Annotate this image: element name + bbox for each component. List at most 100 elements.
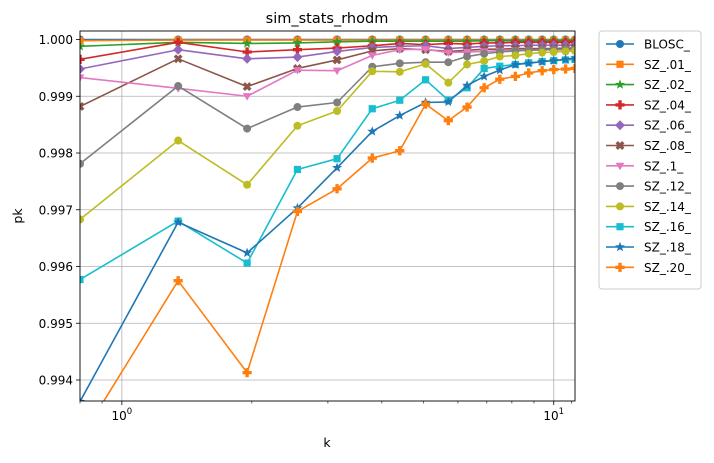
data-point xyxy=(332,162,343,172)
data-point xyxy=(421,46,430,54)
legend-item: SZ_.16_ xyxy=(606,220,692,234)
data-point xyxy=(420,99,431,109)
data-point xyxy=(443,38,453,49)
data-point xyxy=(479,71,490,81)
data-point xyxy=(174,82,183,91)
data-point xyxy=(615,241,625,252)
legend-item: SZ_.01_ xyxy=(606,58,692,72)
data-point xyxy=(570,63,575,74)
data-point xyxy=(80,396,85,401)
legend-item: SZ_.14_ xyxy=(606,200,692,214)
data-point xyxy=(292,206,303,217)
data-point xyxy=(292,45,303,55)
data-point xyxy=(549,47,558,56)
data-point xyxy=(292,37,303,48)
data-point xyxy=(293,165,302,174)
legend-label: SZ_.1_ xyxy=(644,159,684,173)
plot-frame xyxy=(79,30,576,402)
data-point xyxy=(293,67,302,75)
plot-area xyxy=(80,31,575,401)
data-point xyxy=(395,67,404,76)
data-point xyxy=(173,44,184,55)
data-point xyxy=(616,202,624,211)
legend-label: SZ_.18_ xyxy=(644,241,692,255)
data-point xyxy=(495,74,505,84)
series-layer xyxy=(80,35,575,401)
data-point xyxy=(395,59,404,68)
legend-item: BLOSC_ xyxy=(606,38,691,52)
data-point xyxy=(80,41,85,51)
y-tick-label: 0.994 xyxy=(39,374,73,388)
data-point xyxy=(332,67,342,76)
data-point xyxy=(494,64,505,75)
data-point xyxy=(242,247,253,258)
data-point xyxy=(523,58,534,68)
x-tick-label: 100 xyxy=(112,407,133,423)
y-tick-label: 0.999 xyxy=(39,90,73,104)
y-tick-label: 0.997 xyxy=(39,203,73,217)
data-point xyxy=(548,55,559,65)
data-point xyxy=(444,78,453,87)
legend-label: SZ_.20_ xyxy=(644,261,692,275)
data-point xyxy=(560,54,571,64)
data-point xyxy=(538,48,547,57)
data-point xyxy=(332,46,343,57)
data-point xyxy=(396,96,404,104)
data-point xyxy=(510,71,520,81)
data-point xyxy=(242,368,252,378)
data-point xyxy=(615,100,625,110)
data-point xyxy=(333,98,342,107)
data-point xyxy=(242,53,253,64)
data-point xyxy=(463,52,472,61)
legend-item: SZ_.18_ xyxy=(606,241,692,255)
data-point xyxy=(242,82,252,92)
legend-label: SZ_.14_ xyxy=(644,200,692,214)
legend-item: SZ_.20_ xyxy=(606,261,692,275)
series-sz-20 xyxy=(102,63,575,401)
y-tick-label: 0.998 xyxy=(39,147,73,161)
data-point xyxy=(537,56,548,66)
data-point xyxy=(368,105,376,113)
data-point xyxy=(332,36,343,46)
y-axis-label: pk xyxy=(10,208,25,224)
legend-label: SZ_.04_ xyxy=(644,98,692,112)
data-point xyxy=(495,52,504,61)
data-point xyxy=(80,159,84,168)
data-point xyxy=(242,47,252,57)
data-point xyxy=(293,103,302,112)
data-point xyxy=(616,40,624,48)
data-point xyxy=(293,121,302,130)
data-point xyxy=(571,46,575,55)
legend-label: SZ_.16_ xyxy=(644,220,692,234)
legend-item: SZ_.08_ xyxy=(606,139,692,153)
data-point-shape xyxy=(332,55,342,65)
data-point xyxy=(173,217,184,227)
data-point xyxy=(421,76,430,84)
y-tick-label: 1.000 xyxy=(39,33,73,47)
legend-label: SZ_.12_ xyxy=(644,180,692,194)
x-axis-label: k xyxy=(323,435,331,450)
data-point xyxy=(368,67,377,76)
data-point xyxy=(395,46,405,55)
y-axis-ticks: 0.994 0.995 0.996 0.997 0.998 0.999 1.000 xyxy=(39,33,80,388)
data-point xyxy=(443,49,453,57)
data-point xyxy=(243,180,252,189)
data-point xyxy=(480,49,489,58)
data-point xyxy=(537,66,547,76)
data-point xyxy=(367,153,377,163)
data-point xyxy=(395,146,405,156)
x-tick-label: 101 xyxy=(543,407,564,423)
data-point xyxy=(615,262,625,272)
data-point xyxy=(173,54,183,64)
legend: BLOSC_ SZ_.01_ SZ_.02_ SZ_.04_ SZ_.06_ SZ_.08… xyxy=(598,30,702,290)
data-point xyxy=(242,38,253,48)
y-tick-label: 0.996 xyxy=(39,260,73,274)
data-point xyxy=(292,52,303,63)
data-point xyxy=(421,59,430,68)
data-point xyxy=(462,102,472,112)
data-point xyxy=(444,58,453,67)
data-point-shape xyxy=(173,54,183,64)
data-point xyxy=(463,60,472,69)
